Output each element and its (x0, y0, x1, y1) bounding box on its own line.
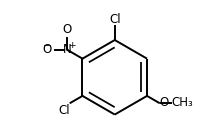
Text: Cl: Cl (109, 13, 121, 26)
Text: O: O (159, 96, 169, 109)
Text: +: + (69, 41, 76, 50)
Text: −: − (43, 41, 51, 51)
Text: O: O (62, 23, 72, 36)
Text: N: N (62, 43, 71, 56)
Text: O: O (43, 43, 52, 56)
Text: CH₃: CH₃ (172, 96, 194, 109)
Text: Cl: Cl (58, 104, 70, 116)
